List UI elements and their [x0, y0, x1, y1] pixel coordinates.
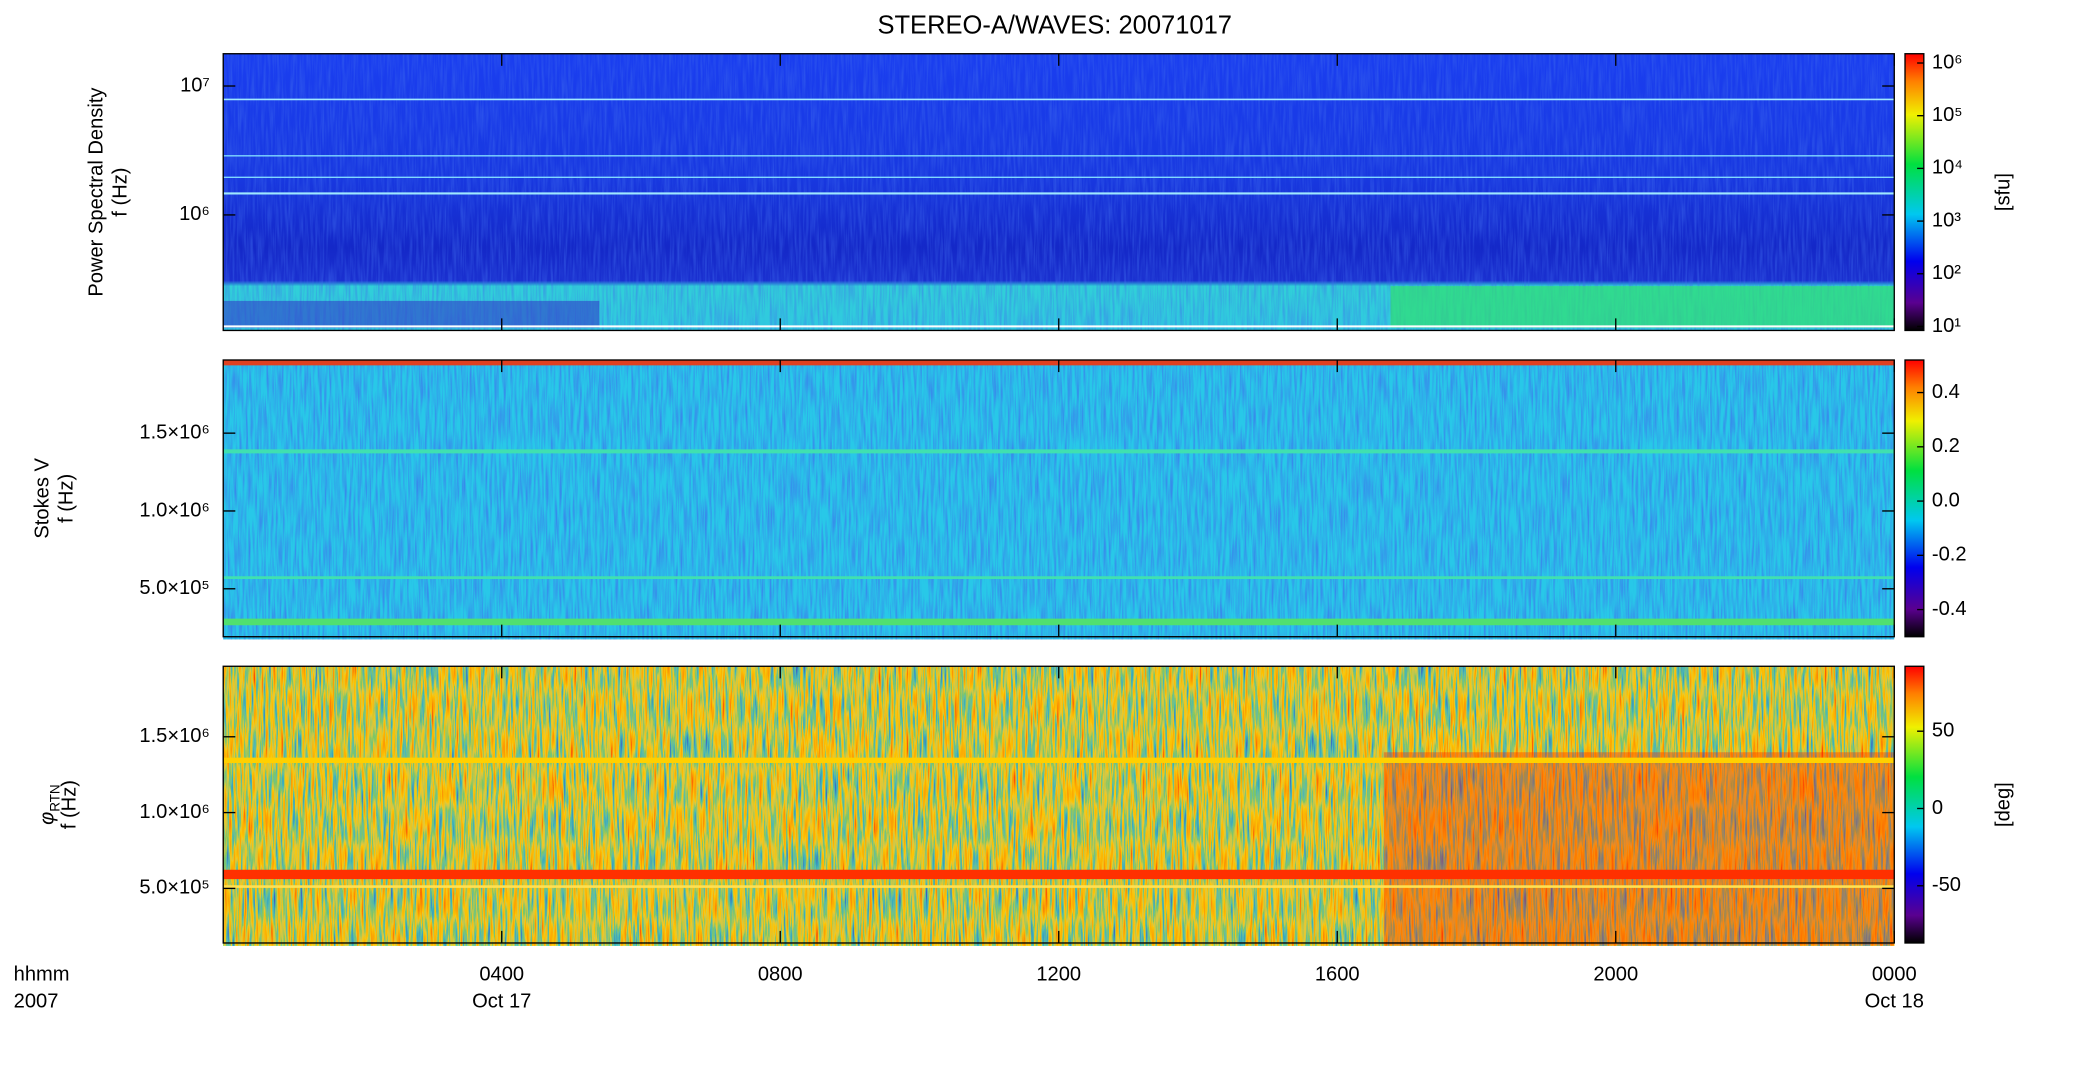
x-axis-label: hhmm	[14, 964, 70, 986]
y-axis-label-symbol: φ	[37, 812, 59, 825]
colorbar-label: [deg]	[1993, 782, 2015, 827]
x-tick-label: 0400	[479, 964, 524, 986]
colorbar-tick-label: -0.4	[1932, 598, 1967, 620]
colorbar-tick-label: 50	[1932, 720, 1954, 742]
y-tick-label: 10⁶	[179, 203, 210, 225]
y-tick-label: 1.5×10⁶	[139, 725, 209, 747]
colorbar-tick-label: 10²	[1932, 262, 1961, 284]
colorbar-tick-label: 10⁶	[1932, 51, 1963, 73]
y-axis-label-subscript: RTN	[47, 784, 62, 811]
colorbar-tick-label: 10⁵	[1932, 104, 1963, 126]
x-axis-label: 2007	[14, 990, 59, 1012]
y-axis-label: f (Hz)	[58, 780, 80, 829]
colorbar-label: [sfu]	[1993, 173, 2015, 211]
colorbar-tick-label: -0.2	[1932, 544, 1967, 566]
y-tick-label: 5.0×10⁵	[139, 877, 209, 899]
colorbar-tick-label: 0.4	[1932, 381, 1960, 403]
colorbar-tick-label: 10³	[1932, 209, 1961, 231]
y-axis-label: f (Hz)	[56, 474, 78, 523]
spectrogram-image	[223, 360, 1895, 640]
x-tick-date: Oct 18	[1865, 990, 1924, 1012]
colorbar	[1904, 359, 1925, 638]
x-tick-label: 2000	[1593, 964, 1638, 986]
y-tick-label: 1.0×10⁶	[139, 499, 209, 521]
spectrogram-image	[223, 53, 1895, 331]
y-tick-label: 1.5×10⁶	[139, 421, 209, 443]
y-axis-label: f (Hz)	[109, 167, 131, 216]
x-tick-label: 0000	[1872, 964, 1917, 986]
y-tick-label: 10⁷	[180, 74, 210, 96]
colorbar-tick-label: 0.2	[1932, 435, 1960, 457]
colorbar-tick-label: 0.0	[1932, 489, 1960, 511]
x-tick-label: 0800	[758, 964, 803, 986]
y-axis-label: Stokes V	[32, 458, 54, 539]
colorbar-tick-label: 0	[1932, 797, 1943, 819]
y-axis-label: Power Spectral Density	[85, 87, 107, 297]
x-tick-label: 1200	[1036, 964, 1081, 986]
x-tick-date: Oct 17	[472, 990, 531, 1012]
y-tick-label: 5.0×10⁵	[139, 577, 209, 599]
chart-title: STEREO-A/WAVES: 20071017	[877, 12, 1232, 40]
y-axis-label: φRTN	[37, 784, 62, 824]
colorbar	[1904, 53, 1925, 332]
colorbar-tick-label: 10¹	[1932, 315, 1961, 337]
colorbar-tick-label: -50	[1932, 874, 1961, 896]
y-tick-label: 1.0×10⁶	[139, 801, 209, 823]
spectrogram-image	[223, 666, 1895, 946]
colorbar-tick-label: 10⁴	[1932, 157, 1963, 179]
colorbar	[1904, 665, 1925, 944]
x-tick-label: 1600	[1315, 964, 1360, 986]
